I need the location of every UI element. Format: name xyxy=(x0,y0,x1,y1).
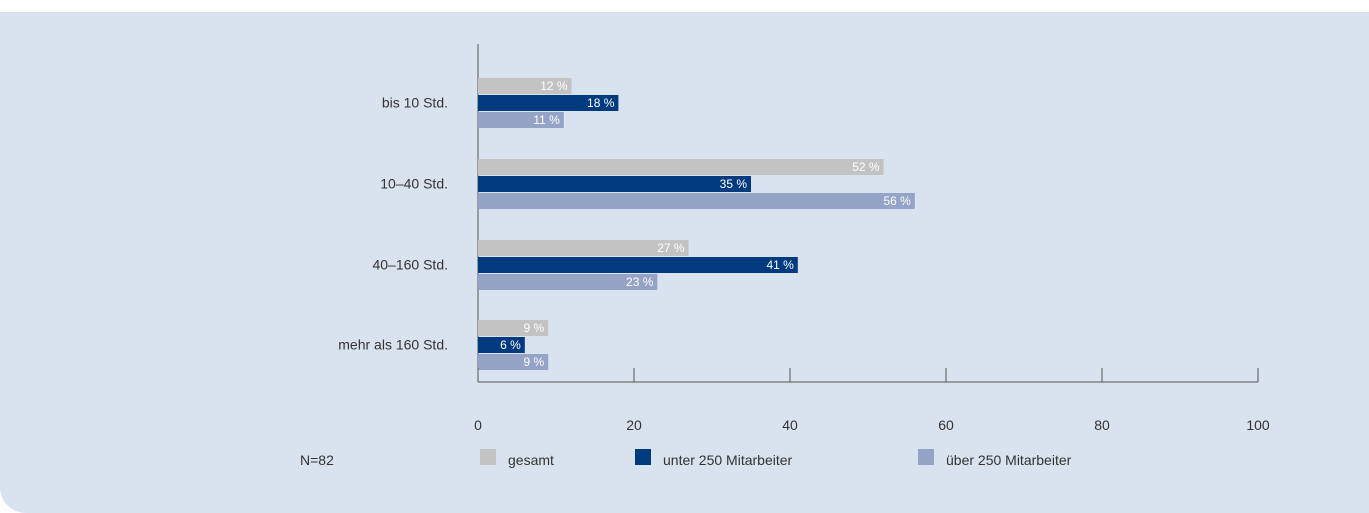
bar xyxy=(478,193,915,209)
x-tick-label: 80 xyxy=(1094,417,1110,433)
bar-chart: 12 %18 %11 %52 %35 %56 %27 %41 %23 %9 %6… xyxy=(300,44,1270,468)
bar-value-label: 35 % xyxy=(720,177,748,191)
legend-entry-label: unter 250 Mitarbeiter xyxy=(663,452,793,468)
bar-value-label: 9 % xyxy=(524,355,545,369)
bar xyxy=(478,78,572,94)
bar-value-label: 9 % xyxy=(524,321,545,335)
bar-value-label: 18 % xyxy=(587,96,615,110)
x-tick-label: 60 xyxy=(938,417,954,433)
x-tick-label: 40 xyxy=(782,417,798,433)
category-label: 40–160 Std. xyxy=(372,257,448,273)
bar xyxy=(478,112,564,128)
bar-value-label: 41 % xyxy=(766,258,794,272)
legend-swatch xyxy=(480,449,496,465)
bar xyxy=(478,354,549,370)
bar-value-label: 11 % xyxy=(533,113,560,127)
category-labels: bis 10 Std. 10–40 Std. 40–160 Std. mehr als… xyxy=(338,95,448,353)
bar-value-label: 52 % xyxy=(852,160,880,174)
category-label: mehr als 160 Std. xyxy=(338,337,448,353)
x-tick-label: 100 xyxy=(1246,417,1270,433)
legend: gesamt unter 250 Mitarbeiter über 250 Mita… xyxy=(480,449,1072,468)
bar xyxy=(478,320,549,336)
bar-value-label: 56 % xyxy=(883,194,911,208)
bar xyxy=(478,337,525,353)
x-tick-label: 20 xyxy=(626,417,642,433)
sample-size-note: N=82 xyxy=(300,452,334,468)
legend-swatch xyxy=(635,449,651,465)
legend-entry-label: über 250 Mitarbeiter xyxy=(946,452,1072,468)
legend-entry-label: gesamt xyxy=(508,452,554,468)
bar xyxy=(478,257,798,273)
category-label: 10–40 Std. xyxy=(380,176,448,192)
category-label: bis 10 Std. xyxy=(382,95,448,111)
bar-value-label: 12 % xyxy=(540,79,568,93)
bar xyxy=(478,159,884,175)
bar xyxy=(478,240,689,256)
bar-value-label: 6 % xyxy=(500,338,521,352)
bar-value-label: 27 % xyxy=(657,241,685,255)
chart-panel: 12 % 18 % 11 % 52 % 35 % 56 % 27 % 41 % 23 % 9 % 6… xyxy=(0,12,1369,513)
bar-value-label: 23 % xyxy=(626,275,654,289)
bar xyxy=(478,176,751,192)
bar xyxy=(478,95,619,111)
x-axis-ticks: 0 20 40 60 80 100 xyxy=(474,368,1270,433)
bar xyxy=(478,274,658,290)
x-tick-label: 0 xyxy=(474,417,482,433)
bars-group: 12 % 18 % 11 % 52 % 35 % 56 % 27 % 41 % 23 % 9 %6… xyxy=(478,78,915,370)
legend-swatch xyxy=(918,449,934,465)
